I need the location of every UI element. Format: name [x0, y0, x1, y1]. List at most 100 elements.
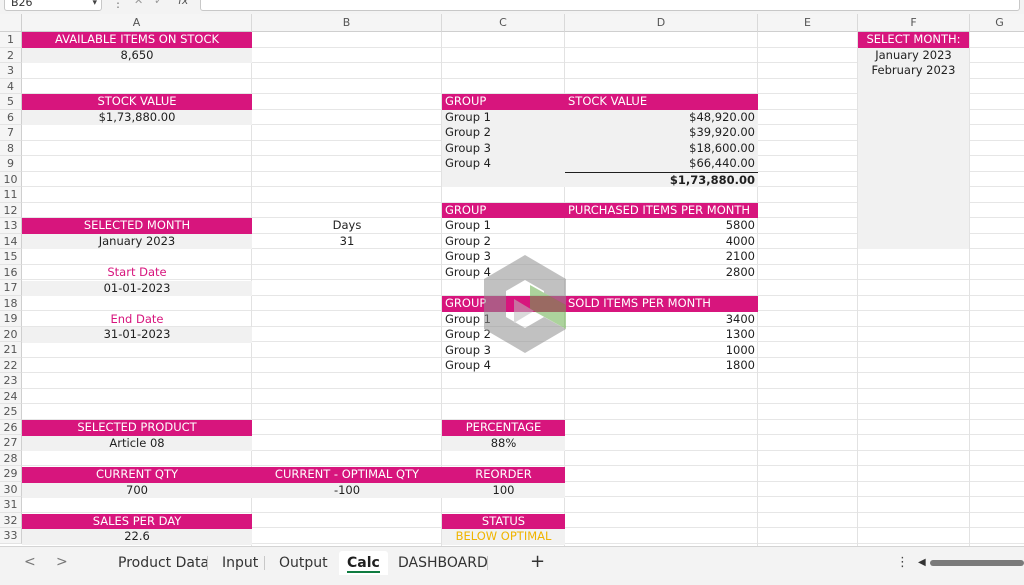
formula-input[interactable] [200, 0, 1020, 11]
status-value[interactable]: BELOW OPTIMAL [442, 529, 565, 545]
row-header[interactable]: 16 [0, 264, 22, 280]
prev-sheet-button[interactable]: < [24, 554, 36, 570]
table-row-value[interactable]: 1000 [725, 342, 755, 357]
table-row-value[interactable]: $66,440.00 [689, 156, 755, 170]
days-value[interactable]: 31 [339, 233, 355, 248]
column-header-g[interactable]: G [970, 14, 1024, 32]
tab-calc[interactable]: Calc [339, 551, 388, 575]
selected-product-value[interactable]: Article 08 [22, 435, 252, 451]
table-row-group[interactable]: Group 2 [445, 233, 491, 248]
select-month-option-february[interactable]: February 2023 [858, 63, 969, 79]
row-header[interactable]: 29 [0, 466, 22, 482]
sales-per-day-value[interactable]: 22.6 [22, 529, 252, 545]
next-sheet-button[interactable]: > [56, 554, 68, 570]
row-header[interactable]: 12 [0, 202, 22, 218]
row-header[interactable]: 20 [0, 326, 22, 342]
row-header[interactable]: 15 [0, 249, 22, 265]
table-row-value[interactable]: 2100 [725, 249, 755, 263]
row-header[interactable]: 10 [0, 171, 22, 187]
row-header[interactable]: 21 [0, 342, 22, 358]
column-header-d[interactable]: D [565, 14, 758, 32]
table-row-value[interactable]: 5800 [725, 218, 755, 232]
tab-input[interactable]: Input [222, 555, 259, 571]
confirm-icon[interactable]: ✓ [154, 0, 164, 7]
row-header[interactable]: 5 [0, 94, 22, 110]
row-header[interactable]: 28 [0, 450, 22, 466]
tab-dashboard[interactable]: DASHBOARD [398, 555, 488, 571]
table-row-group[interactable]: Group 2 [445, 125, 491, 139]
add-sheet-button[interactable]: + [530, 551, 546, 572]
name-box[interactable]: B26 ▾ [4, 0, 102, 11]
row-header[interactable]: 3 [0, 63, 22, 79]
row-header[interactable]: 32 [0, 512, 22, 528]
scrollbar-thumb[interactable] [930, 560, 1024, 566]
row-header[interactable]: 25 [0, 404, 22, 420]
stock-table-total[interactable]: $1,73,880.00 [565, 171, 758, 188]
row-header[interactable]: 19 [0, 311, 22, 327]
row-header[interactable]: 13 [0, 218, 22, 234]
start-date-value[interactable]: 01-01-2023 [22, 280, 252, 296]
table-row-value[interactable]: $48,920.00 [689, 109, 755, 124]
percentage-value[interactable]: 88% [442, 435, 565, 451]
row-header[interactable]: 26 [0, 419, 22, 435]
reorder-value[interactable]: 100 [442, 482, 565, 498]
stock-value-value[interactable]: $1,73,880.00 [22, 109, 252, 125]
table-row-group[interactable]: Group 1 [445, 109, 491, 124]
table-row-group[interactable]: Group 3 [445, 342, 491, 357]
row-header[interactable]: 4 [0, 78, 22, 94]
table-row-value[interactable]: 1300 [725, 327, 755, 341]
row-header[interactable]: 31 [0, 497, 22, 513]
table-row-value[interactable]: 2800 [725, 264, 755, 279]
table-row-group[interactable]: Group 2 [445, 327, 491, 341]
spreadsheet-grid[interactable]: A B C D E F G 1 2 3 4 5 6 7 8 9 10 11 12 13 14 15 16 17 1… [0, 14, 1024, 546]
table-row-value[interactable]: $18,600.00 [689, 140, 755, 155]
select-month-option-january[interactable]: January 2023 [858, 47, 969, 63]
more-options-icon[interactable]: ⋮ [896, 555, 909, 570]
table-row-group[interactable]: Group 1 [445, 218, 491, 232]
table-row-group[interactable]: Group 1 [445, 311, 491, 326]
row-header[interactable]: 9 [0, 156, 22, 172]
end-date-value[interactable]: 31-01-2023 [22, 327, 252, 343]
table-row-group[interactable]: Group 3 [445, 249, 491, 263]
available-items-value[interactable]: 8,650 [22, 47, 252, 63]
select-all-corner[interactable] [0, 14, 22, 32]
table-row-value[interactable]: 4000 [725, 233, 755, 248]
row-header[interactable]: 33 [0, 528, 22, 544]
row-header[interactable]: 2 [0, 47, 22, 63]
table-row-group[interactable]: Group 3 [445, 140, 491, 155]
horizontal-scrollbar[interactable]: ◀ [918, 556, 1024, 570]
column-header-b[interactable]: B [252, 14, 442, 32]
table-row-group[interactable]: Group 4 [445, 264, 491, 279]
chevron-down-icon[interactable]: ▾ [92, 0, 97, 8]
selected-month-value[interactable]: January 2023 [22, 233, 252, 249]
row-header[interactable]: 18 [0, 295, 22, 311]
table-row-group[interactable]: Group 4 [445, 358, 491, 372]
row-header[interactable]: 8 [0, 140, 22, 156]
column-header-e[interactable]: E [758, 14, 858, 32]
row-header[interactable]: 7 [0, 125, 22, 141]
row-header[interactable]: 11 [0, 187, 22, 203]
column-header-c[interactable]: C [442, 14, 565, 32]
table-row-value[interactable]: 1800 [725, 358, 755, 372]
current-qty-value[interactable]: 700 [22, 482, 252, 498]
row-header[interactable]: 23 [0, 373, 22, 389]
tab-output[interactable]: Output [279, 555, 328, 571]
row-header[interactable]: 1 [0, 32, 22, 48]
row-header[interactable]: 30 [0, 481, 22, 497]
column-header-a[interactable]: A [22, 14, 252, 32]
column-header-f[interactable]: F [858, 14, 970, 32]
tab-product-data[interactable]: Product Data [118, 555, 210, 571]
scroll-left-icon[interactable]: ◀ [918, 557, 926, 568]
row-header[interactable]: 24 [0, 388, 22, 404]
row-header[interactable]: 22 [0, 357, 22, 373]
table-row-value[interactable]: $39,920.00 [689, 125, 755, 139]
table-row-group[interactable]: Group 4 [445, 156, 491, 170]
row-header[interactable]: 27 [0, 435, 22, 451]
row-header[interactable]: 17 [0, 280, 22, 296]
row-header[interactable]: 6 [0, 109, 22, 125]
row-header[interactable]: 14 [0, 233, 22, 249]
table-row-value[interactable]: 3400 [725, 311, 755, 326]
cancel-icon[interactable]: ✕ [134, 0, 144, 7]
current-optimal-value[interactable]: -100 [252, 482, 442, 498]
insert-function-icon[interactable]: fx [178, 0, 189, 7]
